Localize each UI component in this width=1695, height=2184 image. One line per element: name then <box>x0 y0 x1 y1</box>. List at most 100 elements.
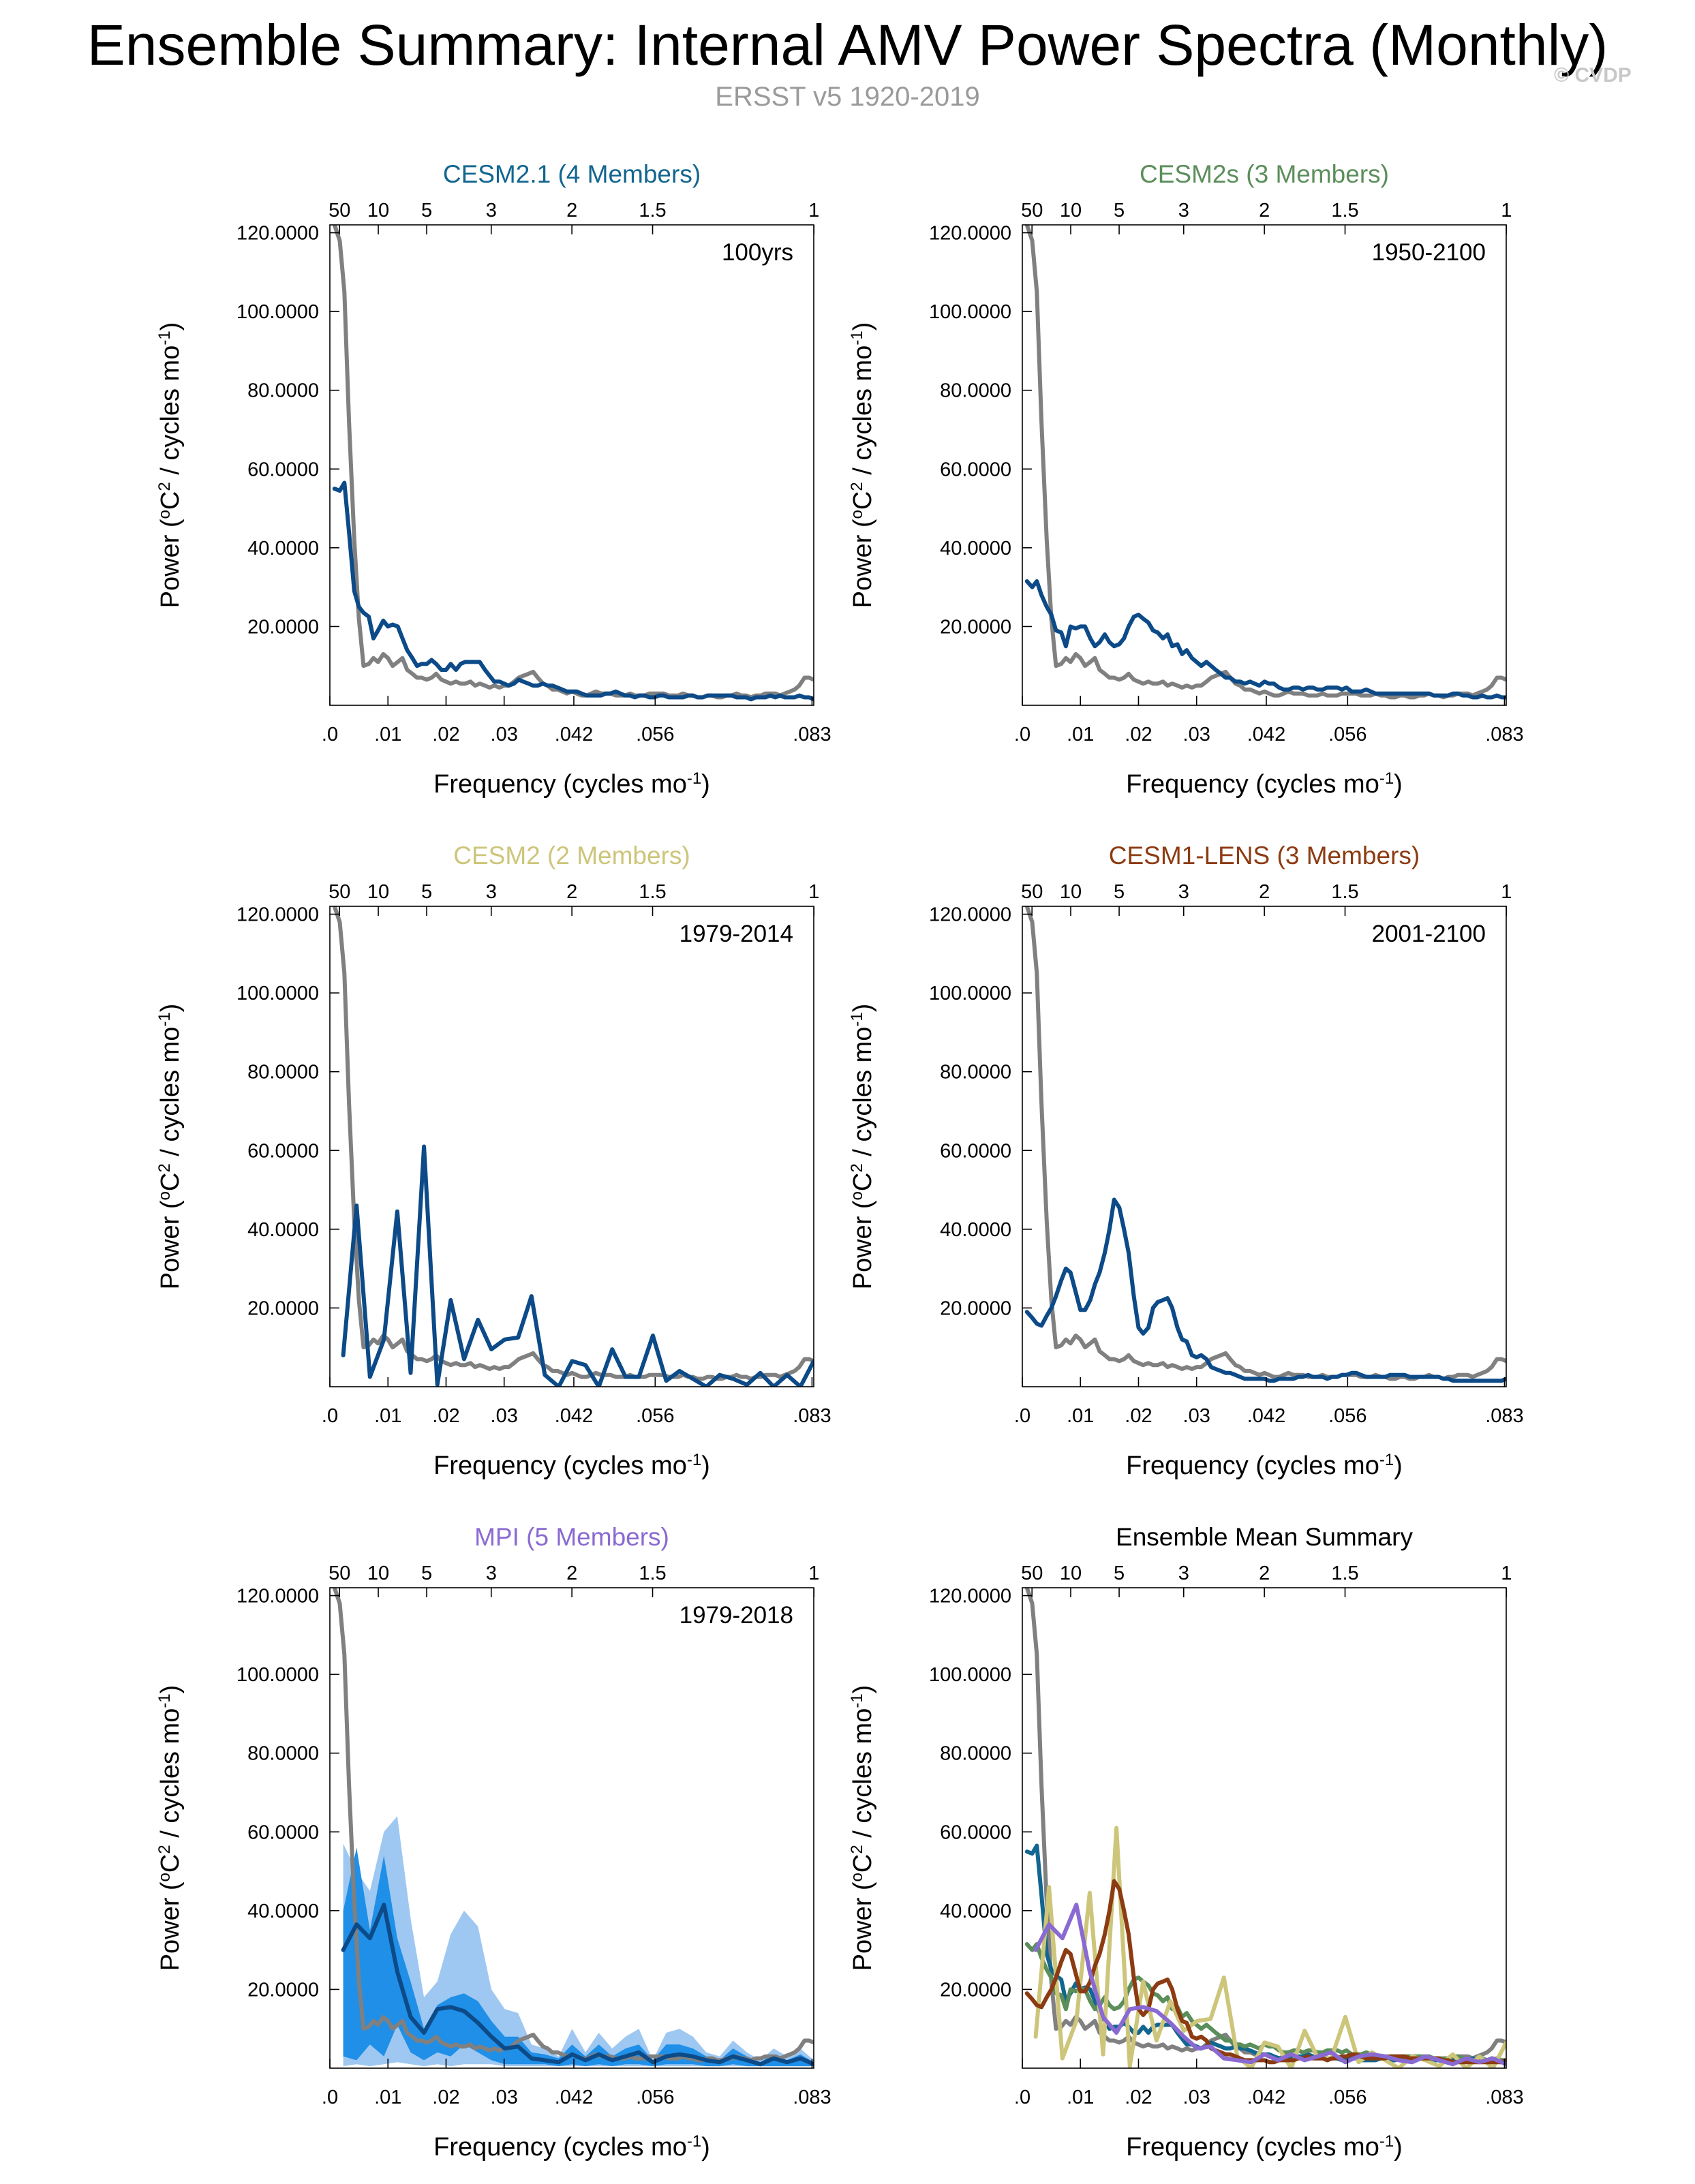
axis-label-part: ) <box>849 322 877 331</box>
x-tick-label: .042 <box>1247 1405 1285 1427</box>
period-tick-label: 3 <box>1178 1563 1189 1584</box>
x-tick-label: .02 <box>1125 724 1152 745</box>
period-tick-label: 5 <box>421 1563 432 1584</box>
series-line-ersst-v5-1920-2019 <box>332 225 814 700</box>
panel-period-label: 100yrs <box>722 239 793 266</box>
series-line-cesm1-lens-ensemble-mean <box>1024 1197 1506 1383</box>
panel-period-label: 2001-2100 <box>1372 921 1486 947</box>
period-tick-label: 1.5 <box>1331 200 1358 221</box>
plot-area <box>332 1588 814 2067</box>
axis-label-part: -1 <box>155 330 174 345</box>
x-tick-label: .02 <box>1125 2087 1152 2108</box>
panel-title: MPI (5 Members) <box>474 1523 669 1551</box>
x-tick-label: .083 <box>1485 724 1523 745</box>
axis-label-part: ) <box>1394 770 1403 799</box>
x-tick-label: .0 <box>322 2087 338 2108</box>
series-line-cesm2-1-ensemble-mean <box>332 480 814 702</box>
series-line-ersst-v5-1920-2019 <box>332 906 814 1381</box>
y-tick-label: 100.0000 <box>929 983 1011 1004</box>
y-tick-label: 100.0000 <box>929 1664 1011 1686</box>
axis-label-part: ) <box>701 770 710 799</box>
panel-period-label: 1979-2014 <box>679 921 793 947</box>
axis-label-part: / cycles mo <box>156 1708 185 1845</box>
axis-label-part: -1 <box>687 1451 701 1469</box>
y-tick-label: 60.0000 <box>940 1140 1011 1162</box>
x-tick-label: .02 <box>432 724 459 745</box>
axis-label-part: ) <box>156 1004 185 1013</box>
x-tick-label: .03 <box>1183 1405 1210 1427</box>
y-tick-label: 40.0000 <box>247 538 319 559</box>
y-tick-label: 40.0000 <box>940 1901 1011 1922</box>
panel-6: 20.0000 40.0000 60.0000 80.0000 100.0000 120.… <box>848 1523 1524 2162</box>
y-tick-label: 60.0000 <box>247 459 319 480</box>
y-tick-label: 20.0000 <box>940 1979 1011 2001</box>
panel-title: CESM1-LENS (3 Members) <box>1109 842 1420 870</box>
axis-label-part: ) <box>156 1685 185 1694</box>
series-line-cesm2s-ensemble-mean <box>1024 579 1506 700</box>
axis-label-part: -1 <box>848 1012 866 1026</box>
axis-label-part: C <box>849 491 877 510</box>
period-tick-label: 2 <box>566 881 577 903</box>
axis-label-part: Frequency (cycles mo <box>1126 1451 1379 1480</box>
x-tick-label: .083 <box>793 2087 831 2108</box>
axis-label-part: ) <box>1394 2133 1403 2162</box>
y-tick-label: 80.0000 <box>940 1743 1011 1765</box>
x-tick-label: .03 <box>1183 2087 1210 2108</box>
panel-title: CESM2s (3 Members) <box>1140 160 1389 188</box>
y-tick-label: 100.0000 <box>236 983 319 1004</box>
panel-title: Ensemble Mean Summary <box>1116 1523 1413 1551</box>
axis-label-part: -1 <box>848 1693 866 1708</box>
period-tick-label: 5 <box>1114 881 1125 903</box>
axis-label-part: Power ( <box>156 1881 185 1971</box>
period-tick-label: 1 <box>808 881 819 903</box>
panel-5: 20.0000 40.0000 60.0000 80.0000 100.0000 120.… <box>155 1523 831 2162</box>
plot-area <box>1024 225 1506 700</box>
y-tick-label: 80.0000 <box>940 380 1011 402</box>
axis-label-part: 2 <box>155 482 174 491</box>
period-tick-label: 10 <box>1060 881 1082 903</box>
period-tick-label: 1 <box>808 200 819 221</box>
y-axis-label: Power (oC2 / cycles mo-1) <box>848 322 878 609</box>
x-tick-label: .0 <box>1014 2087 1030 2108</box>
panel-1: 20.0000 40.0000 60.0000 80.0000 100.0000 120.… <box>155 160 831 799</box>
axis-label-part: o <box>848 1191 866 1200</box>
copyright-mark: © CVDP <box>1554 64 1632 87</box>
x-tick-label: .01 <box>374 724 401 745</box>
period-tick-label: 5 <box>421 881 432 903</box>
series-line-mpi-ensemble-mean <box>341 1903 814 2067</box>
axis-label-part: -1 <box>1379 769 1394 788</box>
axis-label-part: Frequency (cycles mo <box>1126 2133 1379 2162</box>
y-tick-label: 100.0000 <box>236 1664 319 1686</box>
x-tick-label: .01 <box>1067 724 1094 745</box>
x-tick-label: .0 <box>1014 724 1030 745</box>
period-tick-label: 1.5 <box>1331 881 1358 903</box>
x-tick-label: .083 <box>1485 1405 1523 1427</box>
x-tick-label: .03 <box>491 2087 518 2108</box>
series-line-mpi-5-members- <box>1033 1903 1506 2067</box>
panel-period-label: 1979-2018 <box>679 1602 793 1629</box>
period-tick-label: 50 <box>329 1563 350 1584</box>
period-tick-label: 5 <box>1114 1563 1125 1584</box>
axis-label-part: C <box>156 1854 185 1873</box>
y-tick-label: 60.0000 <box>247 1140 319 1162</box>
series-line-cesm2-ensemble-mean <box>341 1144 814 1387</box>
axis-label-part: C <box>156 491 185 510</box>
axis-label-part: -1 <box>687 2132 701 2151</box>
period-tick-label: 1.5 <box>639 200 666 221</box>
panel-4: 20.0000 40.0000 60.0000 80.0000 100.0000 120.… <box>848 842 1524 1480</box>
axis-label-part: Frequency (cycles mo <box>1126 770 1379 799</box>
period-tick-label: 3 <box>486 1563 497 1584</box>
y-axis-label: Power (oC2 / cycles mo-1) <box>155 322 185 609</box>
y-tick-label: 40.0000 <box>247 1901 319 1922</box>
axis-label-part: Frequency (cycles mo <box>433 1451 687 1480</box>
x-axis-label: Frequency (cycles mo-1) <box>1126 769 1403 799</box>
axis-label-part: C <box>849 1854 877 1873</box>
plot-area <box>1024 1588 1506 2068</box>
plot-area <box>1024 906 1506 1383</box>
period-tick-label: 2 <box>1259 200 1270 221</box>
y-tick-label: 40.0000 <box>247 1219 319 1241</box>
series-line-ersst-v5-1920-2019 <box>1024 906 1506 1381</box>
axis-label-part: 2 <box>848 482 866 491</box>
axis-label-part: o <box>848 1873 866 1881</box>
axis-label-part: ) <box>1394 1451 1403 1480</box>
